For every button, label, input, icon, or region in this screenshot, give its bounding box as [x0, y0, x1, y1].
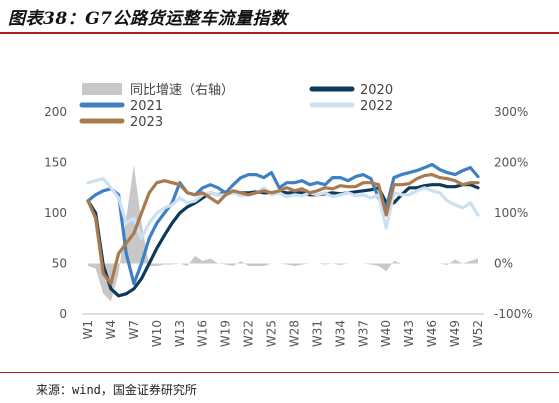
- series-line-2021: [86, 162, 480, 286]
- legend-label: 2021: [130, 99, 163, 114]
- left-y-tick-label: 150: [44, 156, 67, 170]
- legend-label: 2022: [360, 99, 393, 114]
- legend-item: 2023: [79, 115, 163, 130]
- x-tick-label: W40: [379, 320, 393, 347]
- left-y-tick-label: 0: [59, 307, 67, 321]
- x-tick-label: W34: [333, 320, 347, 347]
- right-y-tick-label: 0%: [494, 257, 513, 271]
- right-y-tick-label: -100%: [494, 307, 533, 321]
- legend: 同比增速（右轴） 2020 2021 2022 2023: [79, 83, 393, 130]
- legend-item: 2020: [309, 83, 393, 98]
- legend-label: 同比增速（右轴）: [130, 83, 234, 98]
- freight-index-chart: 0 50 100 150 200 -100% 0% 100% 200% 300% W1 W4 W7 W10…: [44, 83, 533, 347]
- right-y-tick-label: 300%: [494, 105, 528, 119]
- axes-layer: 0 50 100 150 200 -100% 0% 100% 200% 300% W1 W4 W7 W10…: [44, 105, 533, 347]
- x-tick-label: W49: [448, 320, 462, 347]
- x-tick-label: W7: [127, 320, 141, 340]
- x-tick-label: W28: [287, 320, 301, 347]
- x-tick-label: W16: [196, 320, 210, 347]
- x-tick-label: W1: [81, 320, 95, 340]
- left-y-tick-label: 200: [44, 105, 67, 119]
- right-y-tick-label: 100%: [494, 206, 528, 220]
- series-line-2022: [86, 177, 480, 240]
- source-divider: [0, 372, 559, 373]
- line-layer: [86, 162, 480, 298]
- legend-item: 2021: [79, 99, 163, 114]
- source-note: 来源：wind，国金证券研究所: [36, 383, 197, 397]
- x-tick-label: W43: [402, 320, 416, 347]
- legend-swatch: [82, 83, 122, 95]
- x-tick-label: W37: [356, 320, 370, 347]
- x-tick-label: W52: [471, 320, 485, 347]
- right-y-tick-label: 200%: [494, 156, 528, 170]
- x-tick-label: W46: [425, 320, 439, 347]
- legend-label: 2023: [130, 115, 163, 130]
- x-tick-label: W22: [242, 320, 256, 347]
- x-tick-label: W25: [265, 320, 279, 347]
- left-y-tick-label: 50: [52, 257, 67, 271]
- figure-title: 图表38：G7公路货运整车流量指数: [8, 9, 288, 29]
- x-tick-label: W10: [150, 320, 164, 347]
- series-line-2020: [86, 183, 480, 298]
- legend-item: 同比增速（右轴）: [82, 83, 234, 98]
- title-divider: [0, 32, 559, 34]
- x-tick-label: W31: [310, 320, 324, 347]
- x-tick-label: W4: [104, 320, 118, 340]
- x-tick-label: W19: [219, 320, 233, 347]
- series-line-2023: [86, 173, 480, 286]
- x-tick-label: W13: [173, 320, 187, 347]
- left-y-tick-label: 100: [44, 206, 67, 220]
- legend-item: 2022: [309, 99, 393, 114]
- legend-label: 2020: [360, 83, 393, 98]
